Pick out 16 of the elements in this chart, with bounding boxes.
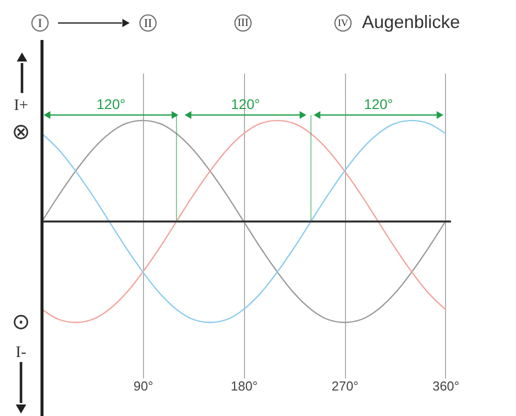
x-tick-label: 90° xyxy=(134,378,154,394)
text: 120° xyxy=(231,96,260,112)
x-tick-label: 360° xyxy=(432,378,460,394)
text: Augenblicke xyxy=(362,12,460,32)
x-tick-label: 270° xyxy=(332,378,358,394)
text: ⊙ xyxy=(12,310,30,335)
text: I+ xyxy=(14,97,28,114)
text: ⊗ xyxy=(12,120,30,145)
text: 120° xyxy=(96,96,126,112)
text: 120° xyxy=(364,96,393,112)
text: III xyxy=(238,17,249,29)
text: IV xyxy=(338,18,350,29)
text: I- xyxy=(16,344,26,361)
text: II xyxy=(144,16,152,30)
text: I xyxy=(38,16,42,30)
x-tick-label: 180° xyxy=(230,378,258,394)
